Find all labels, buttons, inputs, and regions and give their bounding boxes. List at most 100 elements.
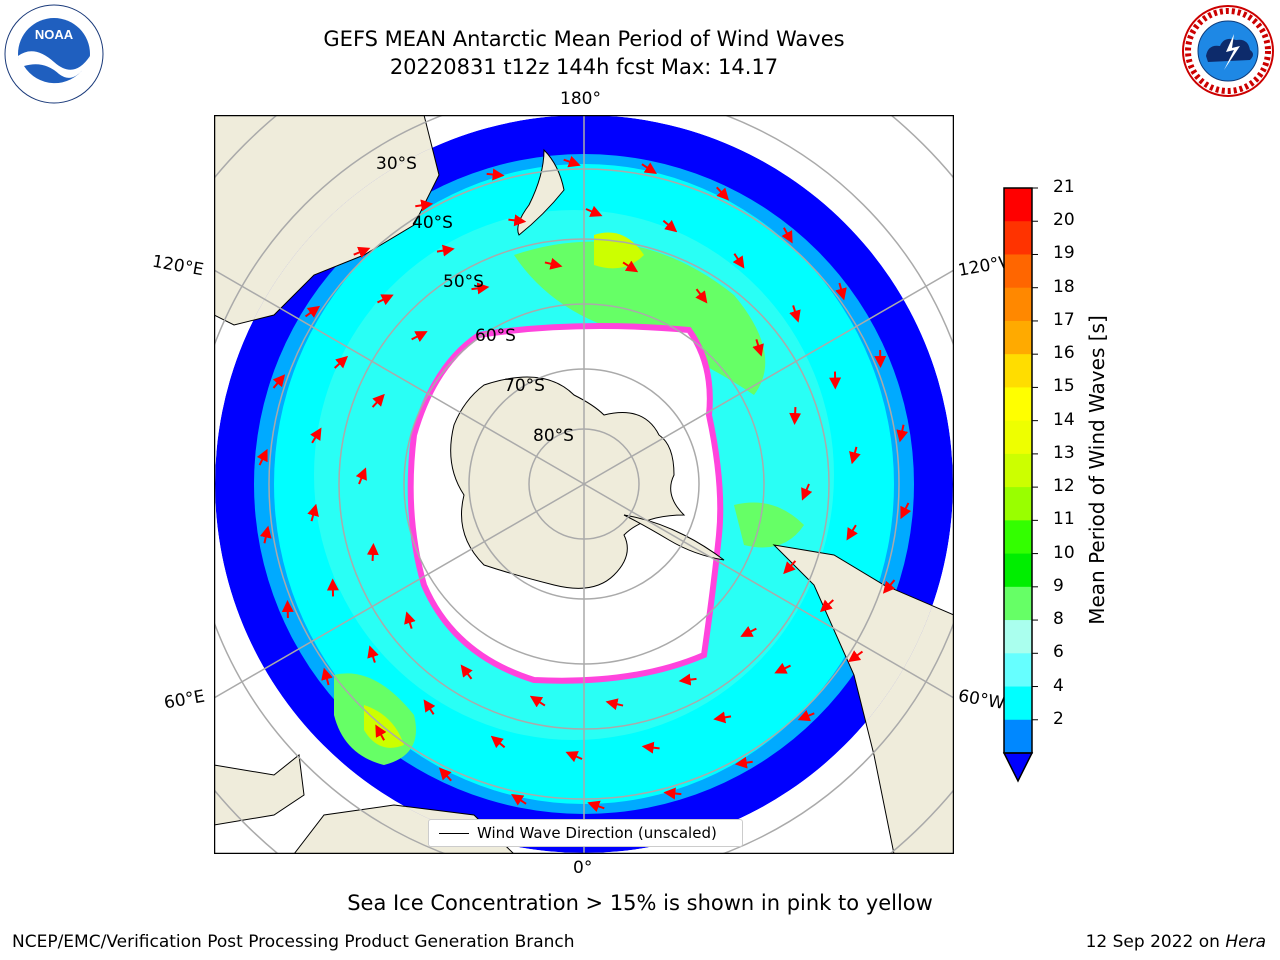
- wind-wave-arrow: [752, 339, 764, 357]
- colorbar-tick-label: 20: [1053, 210, 1075, 231]
- wind-wave-arrow: [781, 227, 793, 244]
- colorbar-cell: [1004, 354, 1032, 388]
- wind-wave-arrow: [436, 244, 455, 257]
- colorbar-tick-label: 6: [1053, 642, 1064, 663]
- wind-wave-arrow: [797, 710, 815, 722]
- wind-wave-arrow: [256, 448, 268, 466]
- colorbar-label: Mean Period of Wind Waves [s]: [1085, 315, 1109, 625]
- wind-wave-arrow: [900, 502, 912, 520]
- nws-logo: [1182, 5, 1274, 97]
- colorbar-cell: [1004, 520, 1032, 555]
- colorbar-tick-label: 2: [1053, 708, 1064, 729]
- wind-wave-arrow: [801, 483, 813, 501]
- legend-line-swatch: [439, 832, 469, 834]
- wind-wave-arrow: [565, 751, 583, 763]
- colorbar-tick-label: 21: [1053, 177, 1075, 197]
- colorbar-cell: [1004, 487, 1032, 521]
- wind-wave-arrow: [544, 257, 563, 270]
- wind-wave-arrow: [563, 155, 581, 168]
- colorbar-tick-label: 11: [1053, 509, 1075, 530]
- noaa-logo-text: NOAA: [35, 27, 74, 42]
- lon-label-120e: 120°E: [150, 251, 206, 281]
- colorbar-tick-label: 14: [1053, 409, 1075, 430]
- wind-wave-arrow: [272, 374, 286, 389]
- wind-wave-arrow: [460, 664, 473, 680]
- colorbar-cell: [1004, 620, 1032, 654]
- colorbar-tick-label: 17: [1053, 309, 1075, 330]
- wind-wave-arrow: [353, 246, 371, 258]
- wind-wave-arrow: [605, 698, 624, 711]
- chart-subtitle: 20220831 t12z 144h fcst Max: 14.17: [389, 55, 779, 79]
- wind-wave-arrow: [847, 650, 864, 663]
- lon-label-60w: 60°W: [956, 686, 1007, 714]
- colorbar-cell: [1004, 586, 1032, 621]
- wind-wave-arrow: [734, 756, 753, 769]
- colorbar-cell: [1004, 287, 1032, 322]
- wind-wave-arrow: [835, 282, 847, 301]
- colorbar-extend-triangle: [1002, 752, 1034, 783]
- colorbar-cell: [1004, 188, 1032, 222]
- colorbar-tick-label: 19: [1053, 243, 1075, 264]
- colorbar-border: [1003, 187, 1033, 754]
- wind-wave-arrow: [587, 800, 605, 813]
- colorbar-tick-label: 16: [1053, 343, 1075, 364]
- lat-label-80s: 80°S: [533, 426, 574, 446]
- antarctica-land: [450, 376, 686, 589]
- wind-wave-arrow: [783, 560, 797, 575]
- wind-wave-arrows: [256, 155, 912, 813]
- graticule: [214, 115, 954, 854]
- wind-wave-arrow: [789, 406, 802, 426]
- madagascar-land: [214, 754, 305, 826]
- wind-wave-arrow: [490, 735, 506, 749]
- wind-wave-arrow: [641, 162, 657, 175]
- colorbar-cell: [1004, 254, 1032, 289]
- wind-wave-arrow: [846, 524, 858, 541]
- wind-wave-arrow: [259, 525, 272, 544]
- colorbar-tick-label: 13: [1053, 442, 1075, 463]
- footer-date-text: 12 Sep 2022 on: [1085, 932, 1226, 952]
- lat-label-30s: 30°S: [376, 154, 417, 174]
- colorbar-cell: [1004, 453, 1032, 488]
- colorbar-cell: [1004, 553, 1032, 588]
- wind-wave-arrow: [377, 294, 394, 306]
- antarctic-peninsula: [623, 514, 725, 561]
- colorbar-cell: [1004, 719, 1032, 754]
- colorbar-cell: [1004, 221, 1032, 255]
- colorbar-cell: [1004, 420, 1032, 455]
- wind-wave-arrow: [849, 446, 861, 465]
- wind-wave-arrow: [716, 186, 730, 201]
- wind-wave-arrow: [415, 199, 434, 212]
- wind-wave-arrow: [404, 611, 416, 629]
- wind-wave-arrow: [438, 767, 452, 782]
- wind-wave-arrow: [896, 424, 909, 443]
- wind-wave-arrow: [304, 305, 321, 318]
- wind-wave-arrow: [471, 282, 490, 295]
- colorbar-tick-label: 18: [1053, 276, 1075, 297]
- wind-wave-arrow: [662, 219, 678, 233]
- wind-wave-arrow: [732, 253, 745, 269]
- wind-wave-arrow: [307, 503, 319, 522]
- footer-machine: Hera: [1225, 932, 1266, 952]
- lon-label-0: 0°: [573, 858, 593, 878]
- wind-wave-arrow: [310, 427, 322, 444]
- wind-wave-arrow: [663, 787, 682, 800]
- sea-ice-note: Sea Ice Concentration > 15% is shown in …: [347, 891, 933, 915]
- wind-wave-arrow: [375, 724, 387, 741]
- wind-wave-arrow: [371, 393, 385, 408]
- lat-label-40s: 40°S: [412, 213, 453, 233]
- lat-label-50s: 50°S: [443, 272, 484, 292]
- footer-credit: NCEP/EMC/Verification Post Processing Pr…: [12, 932, 575, 952]
- wind-wave-arrow: [529, 695, 546, 708]
- wind-wave-arrow: [774, 662, 791, 674]
- legend-label: Wind Wave Direction (unscaled): [477, 824, 717, 842]
- wind-wave-arrow: [622, 260, 639, 273]
- wind-wave-arrow: [882, 579, 896, 594]
- wind-wave-arrow: [789, 305, 801, 323]
- noaa-logo: NOAA: [4, 4, 104, 104]
- wind-wave-arrow: [695, 288, 708, 304]
- wind-wave-arrow: [678, 673, 697, 686]
- colorbar-cell: [1004, 320, 1032, 355]
- wind-wave-arrow: [321, 667, 333, 686]
- colorbar-tick-label: 12: [1053, 476, 1075, 497]
- wind-wave-arrow: [819, 599, 834, 613]
